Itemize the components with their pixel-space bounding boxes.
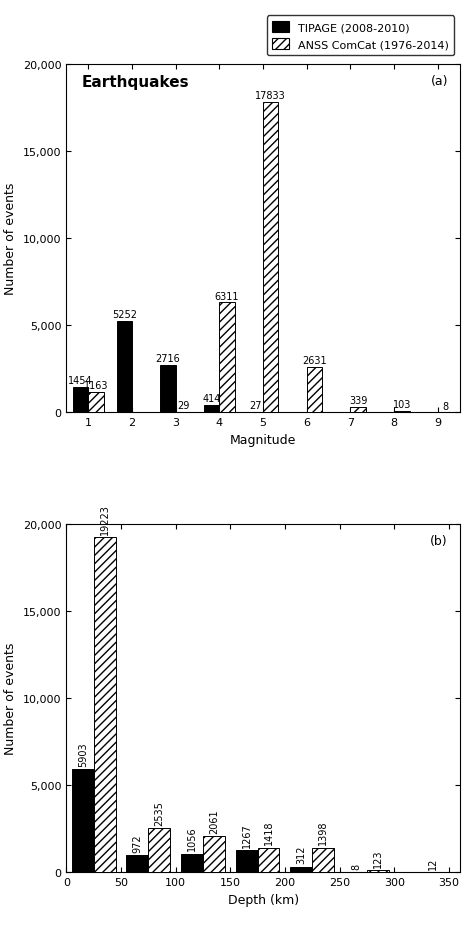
Text: 5252: 5252	[112, 310, 137, 320]
Text: 1056: 1056	[187, 826, 197, 850]
Bar	[127, 856, 148, 872]
Bar	[160, 366, 176, 413]
Text: 312: 312	[296, 844, 306, 863]
Bar	[117, 322, 132, 413]
Bar	[73, 388, 88, 413]
Y-axis label: Number of events: Number of events	[4, 183, 18, 295]
X-axis label: Magnitude: Magnitude	[230, 433, 296, 446]
Text: 1163: 1163	[83, 381, 108, 391]
Text: 8: 8	[351, 863, 361, 869]
Legend: TIPAGE (2008-2010), ANSS ComCat (1976-2014): TIPAGE (2008-2010), ANSS ComCat (1976-20…	[267, 17, 454, 56]
Text: (a): (a)	[430, 75, 448, 88]
Text: 6311: 6311	[215, 291, 239, 302]
Text: 123: 123	[373, 848, 383, 867]
Bar	[291, 867, 312, 872]
Text: 414: 414	[202, 394, 221, 404]
Text: 2716: 2716	[155, 354, 181, 364]
Bar	[219, 303, 235, 413]
Bar	[181, 854, 203, 872]
Text: 2061: 2061	[209, 808, 219, 833]
Bar	[203, 836, 225, 872]
Text: 2631: 2631	[302, 355, 327, 366]
Text: 2535: 2535	[154, 800, 164, 825]
Bar	[72, 769, 94, 872]
Text: Earthquakes: Earthquakes	[82, 75, 190, 90]
X-axis label: Depth (km): Depth (km)	[228, 893, 299, 906]
Text: 12: 12	[428, 857, 438, 869]
Bar	[94, 538, 116, 872]
Bar	[263, 103, 278, 413]
Text: 29: 29	[177, 401, 190, 411]
Text: (b): (b)	[430, 535, 448, 548]
Bar	[88, 393, 103, 413]
Bar	[367, 870, 389, 872]
Text: 103: 103	[392, 399, 411, 409]
Text: 1454: 1454	[68, 376, 93, 386]
Bar	[307, 367, 322, 413]
Y-axis label: Number of events: Number of events	[4, 642, 18, 754]
Bar	[204, 406, 219, 413]
Bar	[312, 848, 334, 872]
Text: 1398: 1398	[318, 820, 328, 844]
Text: 5903: 5903	[78, 741, 88, 767]
Bar	[350, 407, 366, 413]
Text: 8: 8	[443, 401, 448, 411]
Bar	[257, 847, 280, 872]
Bar	[148, 828, 170, 872]
Text: 339: 339	[349, 395, 367, 406]
Text: 17833: 17833	[255, 91, 286, 101]
Text: 972: 972	[132, 833, 142, 852]
Text: 1418: 1418	[264, 819, 273, 844]
Bar	[236, 850, 257, 872]
Text: 19223: 19223	[100, 504, 109, 535]
Text: 27: 27	[249, 401, 262, 411]
Text: 1267: 1267	[242, 822, 252, 846]
Bar	[394, 411, 410, 413]
